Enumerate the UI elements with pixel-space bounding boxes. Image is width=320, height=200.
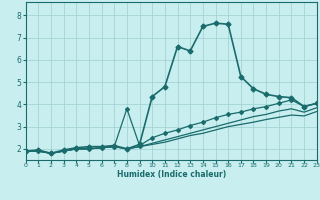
X-axis label: Humidex (Indice chaleur): Humidex (Indice chaleur) — [116, 170, 226, 179]
